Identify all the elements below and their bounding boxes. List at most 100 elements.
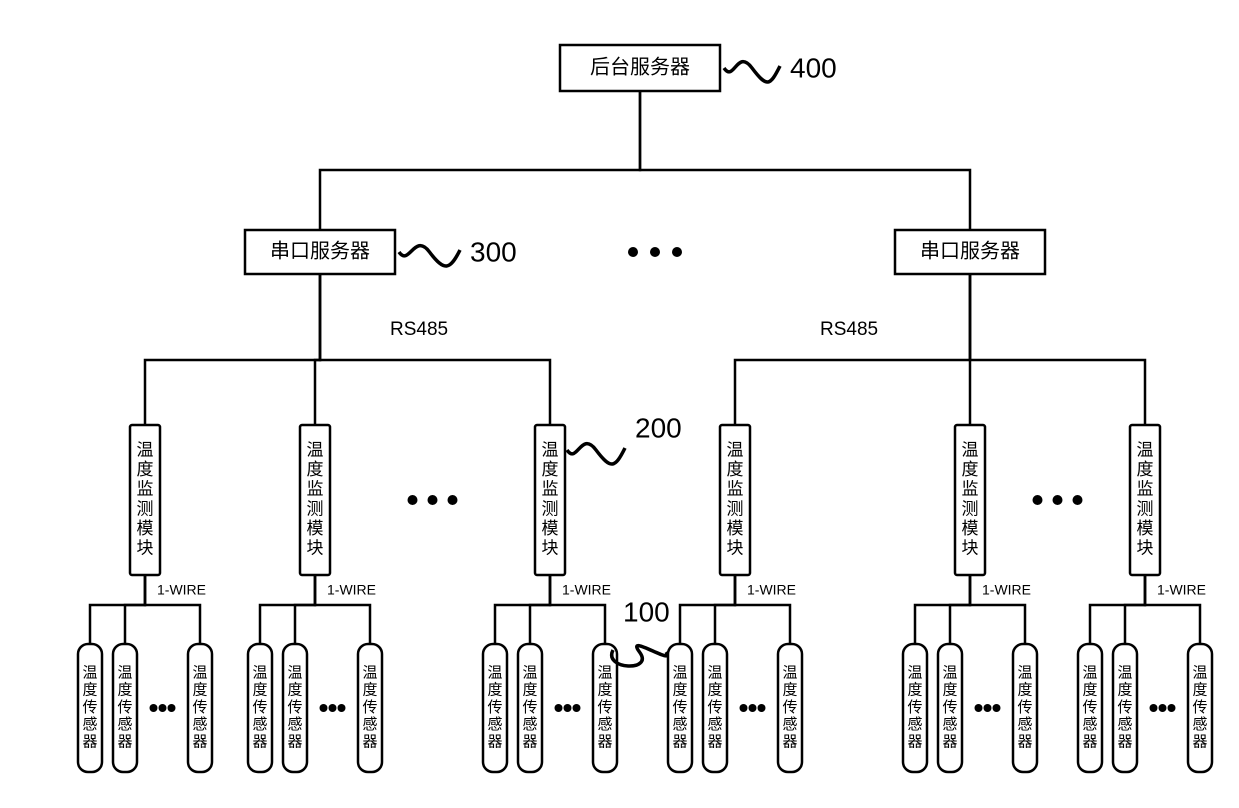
module-0-sensor-0-char: 传 [82,699,97,716]
module-1-sensor-2-char: 度 [362,682,377,699]
module-2-ellipsis [573,704,581,712]
module-4-sensor-1-char: 器 [942,733,957,750]
module-4-sensor-0-char: 度 [907,682,922,699]
ellipsis-serial-servers [672,247,682,257]
module-4-sensor-2-char: 温 [1017,664,1032,681]
module-2-sensor-2-char: 器 [597,733,612,750]
module-5-sensor-2-char: 器 [1192,733,1207,750]
module-5-sensor-2-char: 度 [1192,682,1207,699]
connector [320,91,640,230]
temp-module-left-0-char: 监 [137,480,154,499]
module-3-ellipsis [749,704,757,712]
temp-module-right-2-char: 模 [1137,519,1154,538]
temp-module-right-2-char: 度 [1137,460,1154,479]
module-3-sensor-0-char: 传 [672,699,687,716]
serial-server-left-box-label: 串口服务器 [270,239,370,262]
temp-module-left-1-char: 块 [307,538,324,557]
module-1-ellipsis [320,704,328,712]
temp-module-right-1-char: 温 [962,441,979,460]
module-3-sensor-2-char: 器 [782,733,797,750]
module-5-sensor-0-char: 温 [1082,664,1097,681]
module-0-sensor-2-char: 度 [192,682,207,699]
temp-module-right-1-char: 测 [962,499,979,518]
temp-module-right-1-char: 模 [962,519,979,538]
connector [735,274,970,425]
module-5-sensor-0-char: 度 [1082,682,1097,699]
module-3-sensor-0-char: 器 [672,733,687,750]
module-2-sensor-2-char: 度 [597,682,612,699]
module-2-sensor-0-char: 温 [487,664,502,681]
module-5-sensor-2-char: 传 [1192,699,1207,716]
connector [970,274,1145,425]
module-2-sensor-2-char: 传 [597,699,612,716]
temp-module-left-1-char: 度 [307,460,324,479]
ellipsis-modules-right [1033,495,1043,505]
module-2-sensor-1-char: 感 [522,716,537,733]
module-5-sensor-0-char: 器 [1082,733,1097,750]
module-1-sensor-0-char: 传 [252,699,267,716]
temp-module-left-2-char: 模 [542,519,559,538]
module-1-ellipsis [329,704,337,712]
module-1-ellipsis [338,704,346,712]
connector [125,575,145,644]
module-0-sensor-0-char: 器 [82,733,97,750]
ref-100-squiggle [612,646,668,666]
module-2-onewire-label: 1-WIRE [562,582,611,598]
module-0-sensor-2-char: 感 [192,716,207,733]
temp-module-right-0-char: 块 [727,538,744,557]
module-0-sensor-0-char: 温 [82,664,97,681]
module-3-sensor-1-char: 感 [707,716,722,733]
backend-server-box-label: 后台服务器 [590,55,690,78]
ellipsis-modules-right [1073,495,1083,505]
module-5-sensor-2-char: 感 [1192,716,1207,733]
module-4-sensor-2-char: 度 [1017,682,1032,699]
temp-module-left-2-char: 块 [542,538,559,557]
module-5-ellipsis [1150,704,1158,712]
module-4-sensor-0-char: 温 [907,664,922,681]
system-architecture-diagram: 后台服务器400串口服务器串口服务器300温度监测模块温度监测模块温度监测模块温… [20,20,1239,788]
module-0-sensor-0-char: 度 [82,682,97,699]
ellipsis-modules-left [448,495,458,505]
module-0-sensor-1-char: 感 [117,716,132,733]
module-3-sensor-2-char: 感 [782,716,797,733]
module-1-sensor-1-char: 传 [287,699,302,716]
module-4-ellipsis [975,704,983,712]
module-4-ellipsis [984,704,992,712]
module-1-sensor-1-char: 温 [287,664,302,681]
connector [715,575,735,644]
module-2-sensor-1-char: 传 [522,699,537,716]
module-4-sensor-2-char: 传 [1017,699,1032,716]
module-4-sensor-0-char: 传 [907,699,922,716]
module-3-sensor-2-char: 温 [782,664,797,681]
connector [295,575,315,644]
temp-module-right-0-char: 度 [727,460,744,479]
module-2-ellipsis [555,704,563,712]
rs485-label-left: RS485 [390,319,448,340]
module-2-ellipsis [564,704,572,712]
ref-400-label: 400 [790,52,837,83]
temp-module-left-2-char: 测 [542,499,559,518]
temp-module-left-0-char: 模 [137,519,154,538]
ref-100-label: 100 [623,596,670,627]
temp-module-right-2-char: 温 [1137,441,1154,460]
module-5-sensor-2-char: 温 [1192,664,1207,681]
connector [260,575,315,644]
temp-module-left-1-char: 监 [307,480,324,499]
connector [915,575,970,644]
connector [640,91,970,230]
module-5-sensor-1-char: 感 [1117,716,1132,733]
module-1-sensor-1-char: 度 [287,682,302,699]
module-2-sensor-2-char: 感 [597,716,612,733]
connector [145,274,320,425]
ref-300-label: 300 [470,236,517,267]
temp-module-right-1-char: 度 [962,460,979,479]
ref-300-squiggle [399,246,460,266]
temp-module-left-0-char: 度 [137,460,154,479]
temp-module-right-2-char: 块 [1137,538,1154,557]
ref-200-squiggle [567,444,625,464]
module-0-onewire-label: 1-WIRE [157,582,206,598]
module-3-sensor-2-char: 传 [782,699,797,716]
module-1-sensor-0-char: 度 [252,682,267,699]
ellipsis-modules-right [1053,495,1063,505]
temp-module-right-0-char: 模 [727,519,744,538]
